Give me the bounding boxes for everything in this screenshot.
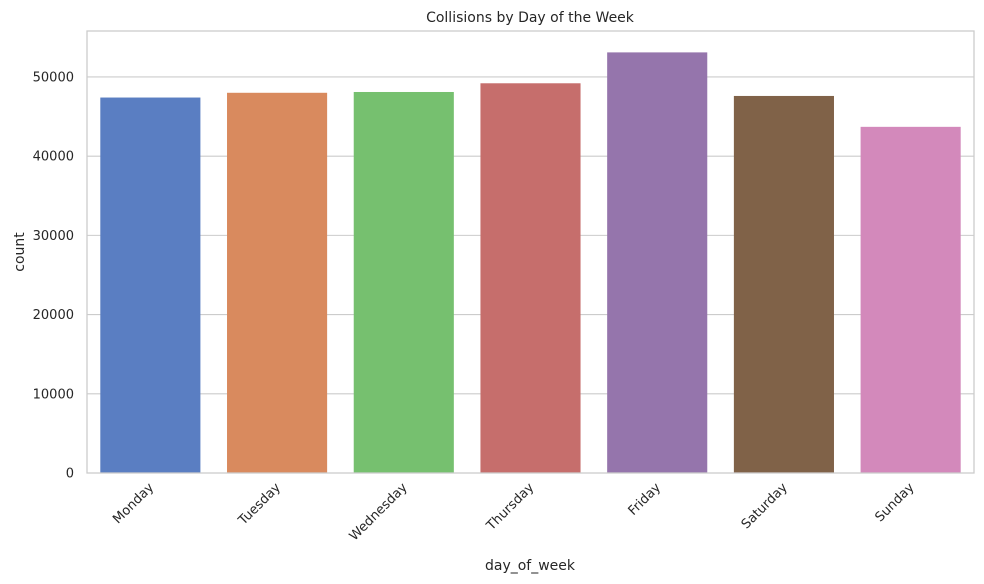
bar-friday [607,52,708,474]
bars [100,52,961,474]
x-tick-label: Friday [626,480,665,519]
y-tick-label: 0 [66,467,74,482]
bar-wednesday [353,91,454,473]
bar-tuesday [227,92,328,473]
bar-sunday [860,126,961,473]
y-tick-label: 30000 [33,229,74,244]
y-tick-labels: 0 10000 20000 30000 40000 50000 [33,70,74,481]
x-tick-label: Wednesday [347,480,411,544]
plot-frame [86,30,975,474]
x-tick-label: Thursday [483,480,537,534]
y-tick-label: 20000 [33,308,74,323]
bar-monday [100,97,201,474]
y-axis-label: count [12,232,28,272]
y-tick-label: 40000 [33,150,74,165]
y-tick-label: 10000 [33,387,74,402]
y-tick-label: 50000 [33,70,74,85]
bar-saturday [733,95,834,474]
bar-thursday [480,83,581,473]
x-tick-labels: Monday Tuesday Wednesday Thursday Friday Satu… [110,480,917,544]
chart-title: Collisions by Day of the Week [426,10,635,26]
x-tick-label: Sunday [872,480,917,525]
x-tick-label: Tuesday [235,480,284,529]
x-tick-label: Saturday [739,480,791,532]
x-tick-label: Monday [110,480,157,527]
x-axis-label: day_of_week [485,558,576,574]
